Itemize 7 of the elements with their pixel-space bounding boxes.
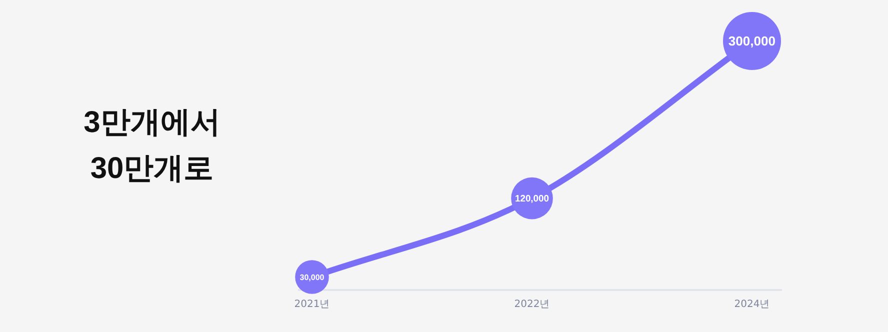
text: 3만개에서 30만개로 <box>84 106 220 185</box>
data-label: 300,000 <box>728 34 776 49</box>
data-label: 120,000 <box>514 192 550 204</box>
x-tick-label: 2022년 <box>514 299 550 310</box>
x-tick-label: 2021년 <box>294 299 330 310</box>
x-tick-label: 2024년 <box>734 299 770 310</box>
data-label: 30,000 <box>300 272 325 282</box>
